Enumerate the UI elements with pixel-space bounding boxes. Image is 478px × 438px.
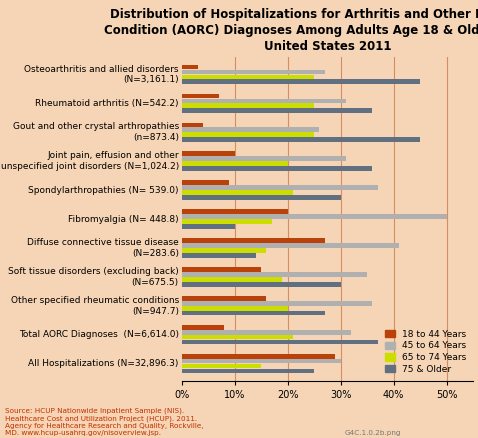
Bar — [182, 354, 336, 359]
Bar — [182, 108, 372, 113]
Bar — [182, 99, 346, 103]
Bar — [182, 335, 293, 339]
Bar — [182, 103, 314, 108]
Bar — [182, 296, 266, 301]
Bar — [182, 238, 325, 243]
Bar — [182, 190, 293, 195]
Bar — [182, 340, 378, 344]
Bar — [182, 330, 351, 335]
Bar — [182, 209, 288, 214]
Bar — [182, 132, 314, 137]
Bar — [182, 65, 197, 69]
Bar — [182, 243, 399, 248]
Legend: 18 to 44 Years, 45 to 64 Years, 65 to 74 Years, 75 & Older: 18 to 44 Years, 45 to 64 Years, 65 to 74… — [383, 327, 469, 377]
Bar — [182, 74, 314, 79]
Bar — [182, 267, 261, 272]
Title: Distribution of Hospitalizations for Arthritis and Other Rheumatic
Condition (AO: Distribution of Hospitalizations for Art… — [104, 8, 478, 53]
Bar — [182, 94, 219, 98]
Bar — [182, 311, 325, 315]
Bar — [182, 364, 261, 368]
Bar — [182, 306, 288, 311]
Bar — [182, 253, 256, 258]
Bar — [182, 70, 325, 74]
Bar — [182, 123, 203, 127]
Bar — [182, 137, 420, 142]
Bar — [182, 166, 372, 171]
Bar — [182, 185, 378, 190]
Bar — [182, 224, 235, 229]
Bar — [182, 79, 420, 84]
Bar — [182, 156, 346, 161]
Bar — [182, 161, 288, 166]
Bar — [182, 301, 372, 306]
Bar — [182, 369, 314, 373]
Text: G4C.1.0.2b.png: G4C.1.0.2b.png — [344, 430, 401, 436]
Bar — [182, 127, 319, 132]
Bar — [182, 272, 367, 277]
Bar — [182, 248, 266, 253]
Bar — [182, 359, 341, 364]
Bar — [182, 219, 272, 224]
Bar — [182, 282, 341, 286]
Bar — [182, 277, 282, 282]
Bar — [182, 325, 224, 330]
Bar — [182, 152, 235, 156]
Bar — [182, 214, 447, 219]
Text: Source: HCUP Nationwide Inpatient Sample (NIS).
Healthcare Cost and Utilization : Source: HCUP Nationwide Inpatient Sample… — [5, 408, 204, 436]
Bar — [182, 195, 341, 200]
Bar — [182, 180, 229, 185]
